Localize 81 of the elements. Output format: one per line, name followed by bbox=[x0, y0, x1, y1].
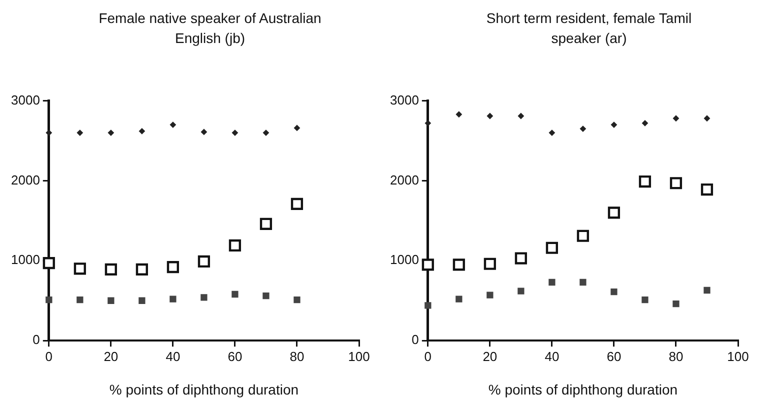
point bbox=[518, 288, 524, 294]
point bbox=[456, 296, 462, 302]
point bbox=[424, 302, 432, 309]
y-tick-label: 1000 bbox=[390, 252, 419, 268]
x-tick-label: 100 bbox=[348, 348, 370, 364]
point bbox=[46, 296, 52, 304]
point bbox=[170, 296, 176, 302]
point bbox=[638, 175, 652, 188]
point bbox=[228, 239, 242, 252]
y-tick-label: 0 bbox=[412, 332, 419, 348]
point bbox=[262, 292, 270, 300]
x-tick-label: 20 bbox=[482, 348, 498, 364]
point bbox=[46, 130, 52, 136]
point bbox=[104, 263, 117, 276]
x-tick-label: 0 bbox=[424, 348, 432, 364]
x-tick-label: 20 bbox=[104, 348, 118, 364]
point bbox=[486, 292, 494, 298]
point bbox=[452, 258, 465, 271]
x-tick-label: 40 bbox=[166, 348, 180, 364]
x-tick-label: 80 bbox=[668, 348, 684, 364]
point bbox=[456, 111, 462, 118]
y-tick-label: 2000 bbox=[11, 172, 40, 188]
y-tick-label: 3000 bbox=[390, 92, 419, 108]
point bbox=[138, 297, 146, 304]
point bbox=[514, 252, 527, 264]
point bbox=[518, 112, 524, 119]
point bbox=[546, 242, 558, 254]
point bbox=[42, 257, 55, 270]
point bbox=[422, 258, 434, 271]
point bbox=[610, 288, 618, 296]
point bbox=[136, 263, 148, 276]
y-tick-label: 1000 bbox=[11, 252, 40, 268]
point bbox=[424, 120, 431, 126]
x-tick-label: 60 bbox=[228, 348, 242, 364]
point bbox=[548, 130, 555, 136]
x-tick-label: 60 bbox=[606, 348, 622, 364]
point bbox=[704, 115, 710, 122]
point bbox=[672, 115, 679, 122]
point bbox=[486, 112, 493, 119]
point bbox=[294, 296, 300, 304]
point bbox=[548, 278, 556, 286]
y-tick-label: 0 bbox=[32, 332, 40, 348]
point bbox=[484, 258, 496, 270]
point bbox=[76, 296, 84, 304]
point bbox=[580, 126, 586, 132]
x-tick-label: 80 bbox=[290, 348, 304, 364]
point bbox=[108, 297, 114, 304]
point bbox=[166, 261, 179, 274]
point bbox=[610, 122, 617, 128]
point bbox=[576, 230, 590, 242]
x-tick-label: 40 bbox=[544, 348, 560, 364]
x-tick-label: 100 bbox=[727, 348, 749, 364]
point bbox=[232, 290, 238, 298]
point bbox=[700, 183, 714, 196]
point bbox=[170, 122, 176, 128]
point bbox=[672, 300, 680, 308]
point bbox=[138, 128, 145, 134]
point bbox=[200, 294, 208, 301]
point bbox=[200, 128, 207, 135]
point bbox=[290, 198, 304, 210]
y-tick-label: 3000 bbox=[11, 92, 40, 108]
chart-title: Female native speaker of Australian English (jb) bbox=[98, 9, 322, 48]
point bbox=[108, 130, 114, 136]
y-tick-label: 2000 bbox=[390, 172, 419, 188]
point bbox=[670, 177, 682, 190]
point bbox=[580, 278, 586, 286]
point bbox=[294, 124, 300, 131]
point bbox=[74, 262, 86, 275]
point bbox=[642, 296, 648, 304]
x-axis-title: % points of diphthong duration bbox=[109, 381, 299, 398]
x-axis-title: % points of diphthong duration bbox=[488, 381, 678, 398]
point bbox=[260, 218, 272, 230]
point bbox=[198, 255, 210, 268]
point bbox=[232, 130, 238, 136]
point bbox=[608, 206, 620, 219]
point bbox=[76, 130, 83, 136]
point bbox=[704, 286, 710, 294]
point bbox=[262, 130, 269, 136]
x-tick-label: 0 bbox=[45, 348, 53, 364]
chart-title: Short term resident, female Tamil speaker (ar) bbox=[485, 9, 693, 48]
point bbox=[642, 120, 648, 126]
